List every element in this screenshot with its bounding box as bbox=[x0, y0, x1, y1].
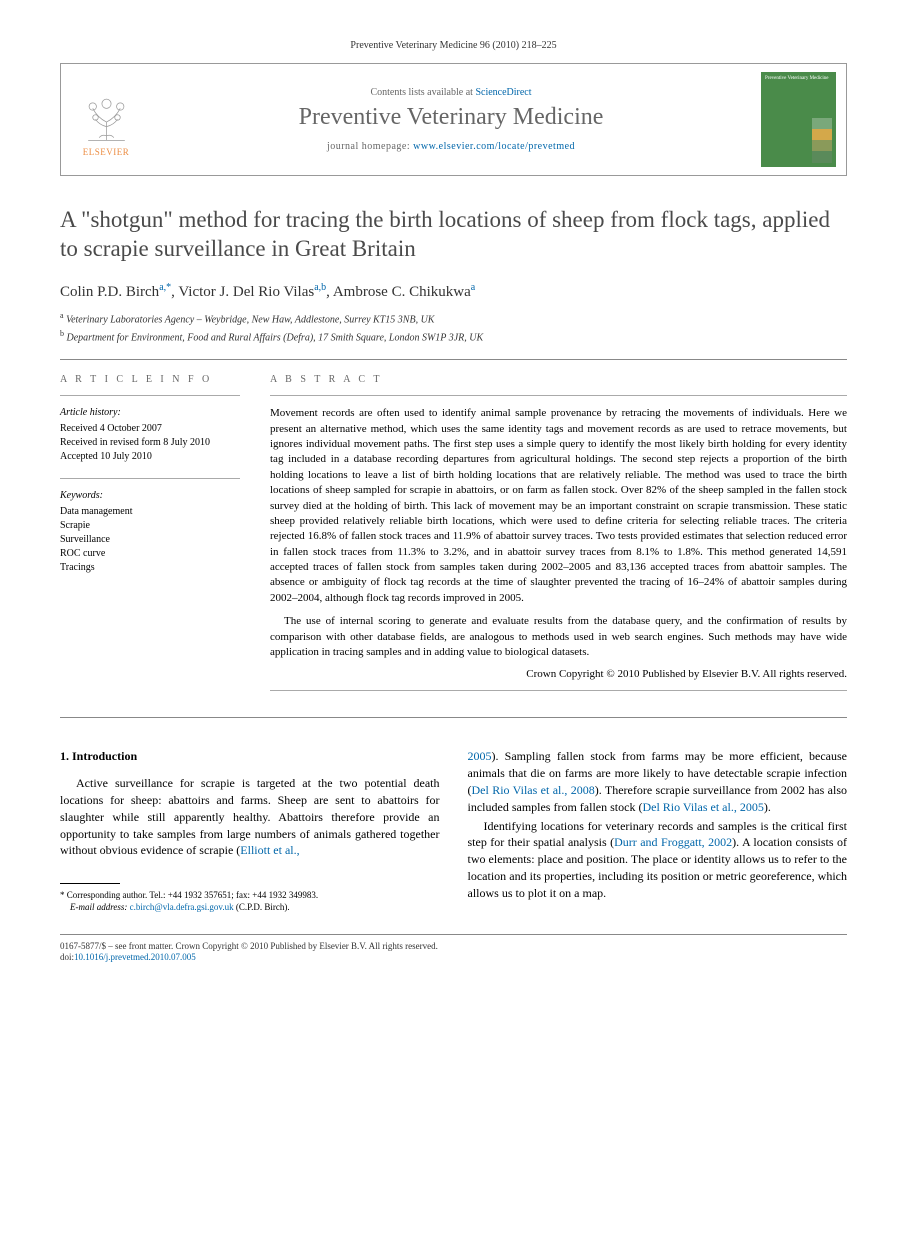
elsevier-brand-text: ELSEVIER bbox=[83, 147, 130, 157]
cover-sidebar bbox=[812, 118, 832, 163]
article-info-label: A R T I C L E I N F O bbox=[60, 374, 240, 385]
email-link[interactable]: c.birch@vla.defra.gsi.gov.uk bbox=[130, 902, 234, 912]
elsevier-tree-icon bbox=[79, 90, 134, 145]
doi-line: doi:10.1016/j.prevetmed.2010.07.005 bbox=[60, 952, 847, 964]
issn-copyright-line: 0167-5877/$ – see front matter. Crown Co… bbox=[60, 941, 847, 953]
citation-link[interactable]: Durr and Froggatt, 2002 bbox=[614, 835, 732, 849]
history-label: Article history: bbox=[60, 406, 240, 420]
body-paragraph: 2005). Sampling fallen stock from farms … bbox=[468, 748, 848, 815]
citation-link[interactable]: Elliott et al., bbox=[240, 843, 299, 857]
author-2: Victor J. Del Rio Vilas bbox=[178, 284, 314, 300]
meta-two-column: A R T I C L E I N F O Article history: R… bbox=[60, 374, 847, 701]
article-title: A "shotgun" method for tracing the birth… bbox=[60, 206, 847, 264]
history-line: Accepted 10 July 2010 bbox=[60, 450, 240, 464]
affiliation-b: b Department for Environment, Food and R… bbox=[60, 329, 847, 343]
citation-link[interactable]: Del Rio Vilas et al., 2005 bbox=[642, 800, 763, 814]
keywords-label: Keywords: bbox=[60, 489, 240, 503]
footnote-separator bbox=[60, 883, 120, 884]
author-1: Colin P.D. Birch bbox=[60, 284, 159, 300]
doi-link[interactable]: 10.1016/j.prevetmed.2010.07.005 bbox=[74, 952, 196, 962]
history-line: Received 4 October 2007 bbox=[60, 422, 240, 436]
info-divider bbox=[60, 395, 240, 396]
header-center: Contents lists available at ScienceDirec… bbox=[141, 87, 761, 152]
body-paragraph: Identifying locations for veterinary rec… bbox=[468, 818, 848, 902]
divider bbox=[60, 359, 847, 360]
journal-cover-thumbnail: Preventive Veterinary Medicine bbox=[761, 72, 836, 167]
body-two-column: 1. Introduction Active surveillance for … bbox=[60, 748, 847, 913]
info-divider bbox=[270, 395, 847, 396]
keywords-block: Keywords: Data management Scrapie Survei… bbox=[60, 489, 240, 575]
history-line: Received in revised form 8 July 2010 bbox=[60, 436, 240, 450]
info-divider bbox=[270, 690, 847, 691]
homepage-link[interactable]: www.elsevier.com/locate/prevetmed bbox=[413, 141, 575, 152]
bottom-divider bbox=[60, 934, 847, 935]
page: Preventive Veterinary Medicine 96 (2010)… bbox=[0, 0, 907, 994]
cover-title: Preventive Veterinary Medicine bbox=[765, 76, 832, 81]
author-3: Ambrose C. Chikukwa bbox=[333, 284, 471, 300]
journal-name: Preventive Veterinary Medicine bbox=[151, 104, 751, 131]
keyword: ROC curve bbox=[60, 547, 240, 561]
email-footnote: E-mail address: c.birch@vla.defra.gsi.go… bbox=[60, 902, 440, 914]
body-paragraph: Active surveillance for scrapie is targe… bbox=[60, 775, 440, 859]
section-heading: 1. Introduction bbox=[60, 748, 440, 765]
citation-link[interactable]: Del Rio Vilas et al., 2008 bbox=[472, 783, 595, 797]
body-column-right: 2005). Sampling fallen stock from farms … bbox=[468, 748, 848, 913]
journal-header-box: ELSEVIER Contents lists available at Sci… bbox=[60, 63, 847, 176]
contents-available-line: Contents lists available at ScienceDirec… bbox=[151, 87, 751, 98]
keyword: Tracings bbox=[60, 561, 240, 575]
abstract-label: A B S T R A C T bbox=[270, 374, 847, 385]
affiliation-a: a Veterinary Laboratories Agency – Weybr… bbox=[60, 311, 847, 325]
abstract-para-2: The use of internal scoring to generate … bbox=[270, 614, 847, 660]
divider bbox=[60, 717, 847, 718]
contents-prefix: Contents lists available at bbox=[370, 87, 475, 98]
homepage-line: journal homepage: www.elsevier.com/locat… bbox=[151, 141, 751, 152]
sciencedirect-link[interactable]: ScienceDirect bbox=[475, 87, 531, 98]
citation-link[interactable]: 2005 bbox=[468, 749, 492, 763]
body-column-left: 1. Introduction Active surveillance for … bbox=[60, 748, 440, 913]
header-citation: Preventive Veterinary Medicine 96 (2010)… bbox=[60, 40, 847, 51]
email-label: E-mail address: bbox=[70, 902, 130, 912]
authors-line: Colin P.D. Bircha,*, Victor J. Del Rio V… bbox=[60, 282, 847, 301]
info-divider bbox=[60, 478, 240, 479]
keyword: Data management bbox=[60, 505, 240, 519]
elsevier-logo: ELSEVIER bbox=[71, 82, 141, 157]
abstract-para-1: Movement records are often used to ident… bbox=[270, 406, 847, 606]
article-info-column: A R T I C L E I N F O Article history: R… bbox=[60, 374, 240, 701]
abstract-column: A B S T R A C T Movement records are oft… bbox=[270, 374, 847, 701]
corresponding-author-footnote: * Corresponding author. Tel.: +44 1932 3… bbox=[60, 890, 440, 902]
keyword: Scrapie bbox=[60, 519, 240, 533]
keyword: Surveillance bbox=[60, 533, 240, 547]
abstract-copyright: Crown Copyright © 2010 Published by Else… bbox=[270, 668, 847, 680]
article-history: Article history: Received 4 October 2007… bbox=[60, 406, 240, 464]
homepage-prefix: journal homepage: bbox=[327, 141, 413, 152]
